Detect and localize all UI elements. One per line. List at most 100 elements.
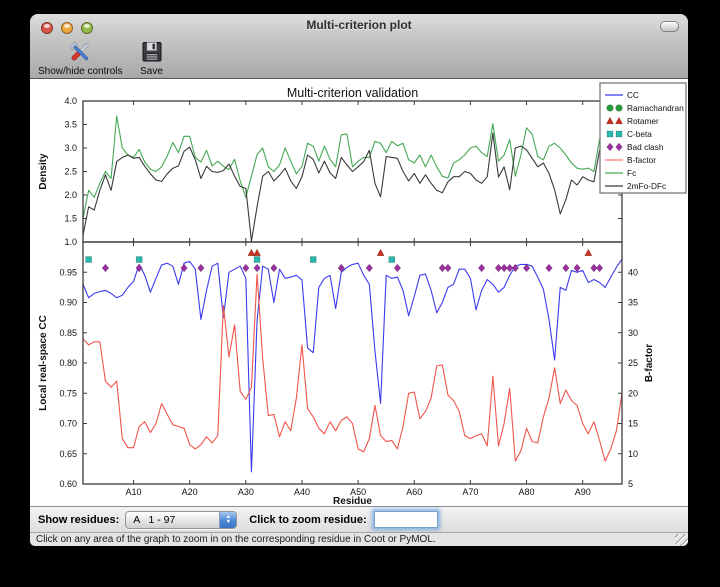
diamond-marker (494, 263, 503, 273)
close-button[interactable] (41, 22, 53, 34)
tick-label: 30 (628, 328, 638, 338)
b-factor-line (82, 273, 623, 462)
zoom-residue-label: Click to zoom residue: (249, 513, 367, 526)
cc-axis-label: Local real-space CC (38, 315, 49, 411)
save-icon (139, 39, 165, 65)
diamond-marker (242, 263, 250, 273)
titlebar[interactable]: Multi-criterion plot (30, 14, 688, 36)
legend-label: B-factor (627, 155, 656, 165)
triangle-marker (376, 248, 385, 257)
diamond-marker (606, 142, 614, 152)
window-title: Multi-criterion plot (306, 18, 412, 32)
diamond-marker (337, 263, 345, 273)
zoom-residue-input[interactable] (373, 511, 438, 528)
cc-line (82, 258, 623, 473)
diamond-marker (438, 263, 446, 273)
tick-label: 0.75 (59, 388, 77, 398)
square-marker (388, 256, 396, 263)
tick-label: 2.5 (64, 167, 77, 177)
tick-label: 1.5 (64, 214, 77, 224)
show-residues-popup[interactable]: A 1 - 97 ▲ ▼ (125, 510, 238, 529)
triangle-marker (605, 116, 615, 125)
tick-label: 4.0 (64, 96, 77, 106)
density-axis-label: Density (38, 153, 49, 190)
square-marker (615, 130, 623, 138)
plot-canvas: Multi-criterion validation Density Local r… (30, 79, 688, 507)
resize-grip-icon[interactable] (675, 534, 688, 546)
square-marker (309, 256, 317, 263)
triangle-marker (584, 248, 593, 257)
legend-label: C-beta (627, 129, 652, 139)
tick-label: A40 (294, 487, 310, 497)
tools-icon (67, 39, 93, 65)
diamond-marker (511, 263, 519, 273)
diamond-marker (253, 263, 261, 273)
tick-label: 40 (628, 267, 638, 277)
diamond-marker (522, 263, 531, 273)
diamond-marker (545, 263, 553, 273)
tick-label: 5 (628, 479, 633, 489)
diamond-marker (500, 263, 508, 273)
tick-label: 0.90 (59, 298, 77, 308)
tick-label: 10 (628, 449, 638, 459)
status-text: Click on any area of the graph to zoom i… (36, 534, 436, 545)
bottom-plot-area[interactable] (83, 242, 622, 484)
tick-label: 0.85 (59, 328, 77, 338)
traffic-lights (41, 22, 93, 34)
save-label: Save (140, 66, 163, 77)
circle-marker (606, 104, 614, 112)
tick-label: 1.0 (64, 237, 77, 247)
status-bar: Click on any area of the graph to zoom i… (30, 532, 688, 546)
popup-stepper-icon: ▲ ▼ (219, 511, 237, 528)
save-button[interactable]: Save (139, 39, 165, 77)
diamond-marker (393, 263, 402, 273)
tick-label: 0.80 (59, 358, 77, 368)
tick-label: 35 (628, 298, 638, 308)
bfactor-axis-label: B-factor (644, 344, 655, 382)
diamond-marker (615, 142, 623, 152)
toolbar-toggle-button[interactable] (660, 21, 679, 32)
diamond-marker (562, 263, 570, 273)
legend-label: Bad clash (627, 142, 664, 152)
controls-bar: Show residues: A 1 - 97 ▲ ▼ Click to zoom… (30, 506, 688, 532)
diamond-marker (180, 263, 188, 273)
tick-label: A10 (126, 487, 142, 497)
diamond-marker (506, 263, 514, 273)
legend-label: 2mFo-DFc (627, 181, 666, 191)
zoom-button[interactable] (81, 22, 93, 34)
tick-label: 15 (628, 419, 638, 429)
multi-criterion-figure: Multi-criterion validation Density Local r… (38, 82, 687, 507)
diamond-marker (590, 263, 598, 273)
diamond-marker (270, 263, 278, 273)
window-chrome: Multi-criterion plot (30, 14, 688, 79)
triangle-marker (614, 116, 624, 125)
legend-label: CC (627, 90, 639, 100)
square-marker (85, 256, 92, 263)
tick-label: 20 (628, 388, 638, 398)
tick-label: A90 (575, 487, 591, 497)
fc-line (82, 115, 623, 219)
tick-label: 3.5 (64, 120, 77, 130)
triangle-marker (247, 248, 256, 257)
diamond-marker (478, 263, 486, 273)
tick-label: A70 (462, 487, 478, 497)
square-marker (253, 256, 261, 263)
circle-marker (615, 104, 623, 112)
diamond-marker (595, 263, 604, 273)
minimize-button[interactable] (61, 22, 73, 34)
tick-label: 0.70 (59, 419, 77, 429)
show-hide-controls-label: Show/hide controls (38, 66, 123, 77)
triangle-marker (253, 248, 262, 257)
square-marker (135, 256, 143, 263)
legend-label: Ramachandran (627, 103, 684, 113)
tick-label: A50 (350, 487, 366, 497)
show-hide-controls-button[interactable]: Show/hide controls (38, 39, 123, 77)
tick-label: A20 (182, 487, 198, 497)
tick-label: 0.65 (59, 449, 77, 459)
legend-label: Rotamer (627, 116, 659, 126)
diamond-marker (365, 263, 373, 273)
square-marker (606, 130, 614, 138)
chart-title: Multi-criterion validation (287, 86, 418, 100)
legend (599, 82, 687, 194)
